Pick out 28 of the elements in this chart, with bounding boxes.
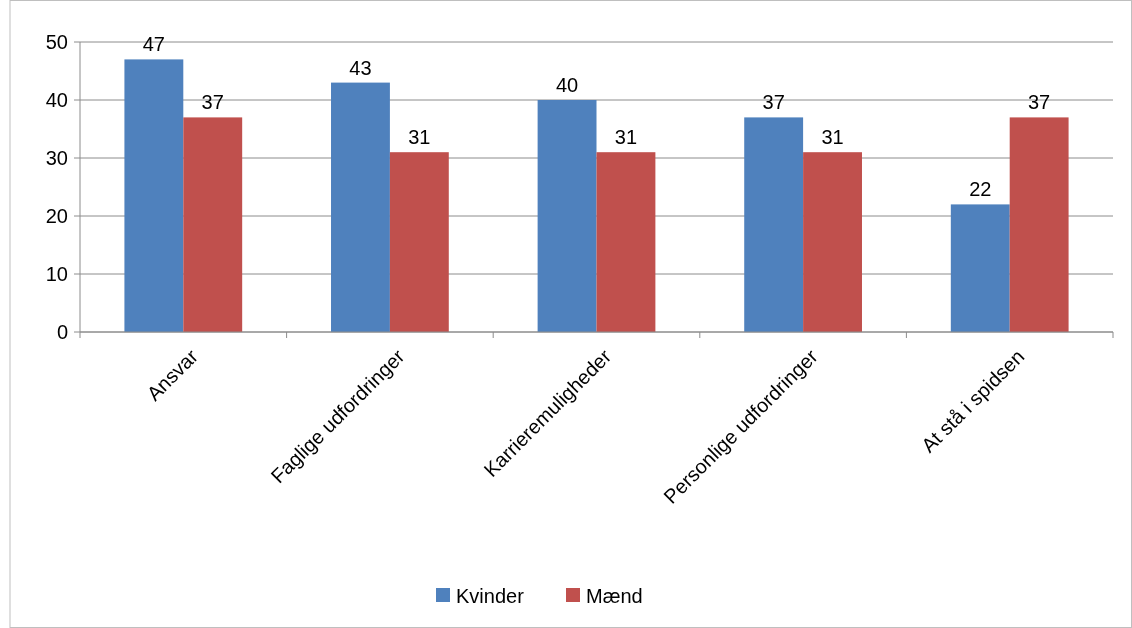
bar — [389, 152, 449, 332]
bar — [331, 82, 390, 332]
bar — [803, 152, 862, 332]
data-label: 31 — [821, 126, 844, 149]
y-tick-label: 50 — [45, 31, 68, 53]
bar — [1009, 117, 1069, 332]
data-label: 37 — [201, 91, 224, 114]
data-label: 43 — [349, 56, 372, 79]
bar — [744, 117, 804, 332]
y-tick-label: 30 — [45, 147, 68, 169]
data-label: 22 — [969, 178, 992, 201]
bar — [183, 117, 243, 332]
bar — [596, 152, 656, 332]
bar — [950, 204, 1010, 332]
legend-label: Mænd — [586, 585, 643, 607]
data-label: 37 — [762, 91, 785, 114]
bar — [537, 100, 597, 332]
data-label: 31 — [408, 126, 431, 149]
data-label: 40 — [555, 74, 579, 96]
data-label: 31 — [614, 126, 638, 149]
legend-label: Kvinder — [456, 585, 525, 607]
y-tick-label: 10 — [45, 263, 68, 285]
bar — [124, 59, 184, 332]
y-tick-label: 40 — [45, 89, 68, 111]
data-label: 47 — [142, 33, 165, 56]
data-label: 37 — [1028, 91, 1051, 114]
y-tick-label: 0 — [56, 321, 68, 343]
y-tick-label: 20 — [45, 205, 68, 227]
